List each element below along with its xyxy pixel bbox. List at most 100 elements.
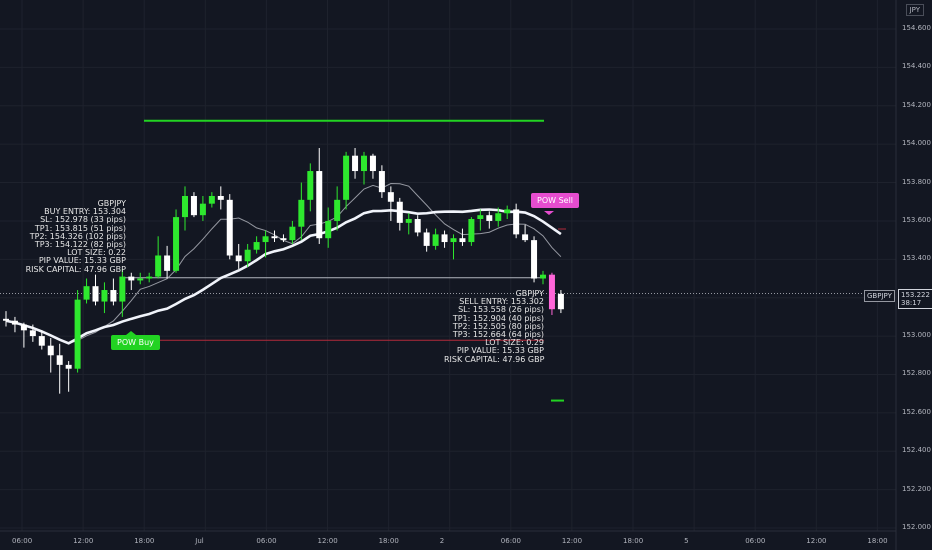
candle xyxy=(352,148,359,179)
candles xyxy=(3,148,564,394)
candle xyxy=(334,186,341,231)
candle-body xyxy=(155,255,162,277)
sell-info-line: TP2: 152.505 (80 pips) xyxy=(452,321,544,331)
buy-info-line: TP3: 154.122 (82 pips) xyxy=(34,240,126,250)
candle xyxy=(74,290,81,373)
candle xyxy=(316,148,323,244)
time-tick-label: 18:00 xyxy=(378,537,399,545)
time-tick-label: 18:00 xyxy=(623,537,644,545)
candle-body xyxy=(441,234,448,243)
time-tick-label: 18:00 xyxy=(134,537,155,545)
candle-body xyxy=(38,336,45,346)
candle-body xyxy=(199,203,206,216)
candle-body xyxy=(477,215,484,220)
candle-body xyxy=(513,209,520,235)
candle xyxy=(137,272,144,285)
candle xyxy=(47,338,54,373)
buy-info-line: TP2: 154.326 (102 pips) xyxy=(29,231,126,241)
candle xyxy=(298,182,305,241)
candle xyxy=(325,207,332,248)
candle-body xyxy=(137,278,144,281)
time-tick-label: 06:00 xyxy=(745,537,766,545)
candle xyxy=(307,163,314,212)
candle xyxy=(522,224,529,243)
price-tick-label: 152.200 xyxy=(902,484,931,493)
buy-info-line: TP1: 153.815 (51 pips) xyxy=(34,223,126,233)
last-price-value: 153.222 xyxy=(901,291,930,299)
candle-body xyxy=(101,290,108,302)
candle xyxy=(146,272,153,283)
candle xyxy=(173,209,180,273)
candle-body xyxy=(226,199,233,256)
candle-body xyxy=(298,199,305,227)
candle-body xyxy=(235,255,242,262)
candle xyxy=(477,209,484,231)
pow-buy-badge[interactable]: POW Buy xyxy=(111,335,160,350)
candle xyxy=(531,236,538,283)
level-lines xyxy=(0,119,896,402)
candle-body xyxy=(289,226,296,241)
candle xyxy=(226,194,233,260)
time-tick-label: Jul xyxy=(195,537,204,545)
candle xyxy=(253,236,260,254)
candle-body xyxy=(29,330,36,337)
buy-info-line: BUY ENTRY: 153.304 xyxy=(44,207,126,217)
candle-body xyxy=(253,242,260,250)
candle-body xyxy=(325,220,332,239)
candle xyxy=(38,330,45,350)
price-tick-label: 154.000 xyxy=(902,139,931,148)
buy-arrow-icon xyxy=(126,331,136,335)
candle xyxy=(387,186,394,221)
candle-body xyxy=(208,195,215,204)
candle-body xyxy=(262,236,269,243)
candle-body xyxy=(495,213,502,221)
candle xyxy=(56,343,63,394)
candle-body xyxy=(369,155,376,172)
price-tick-label: 152.000 xyxy=(902,523,931,531)
price-tick-label: 152.400 xyxy=(902,446,931,455)
candle-body xyxy=(450,238,457,243)
candle-body xyxy=(173,217,180,271)
candle-body xyxy=(352,155,359,172)
candle-body xyxy=(244,249,251,262)
candle xyxy=(110,278,117,306)
currency-button[interactable]: JPY xyxy=(905,4,924,16)
candle xyxy=(343,151,350,210)
slow-moving-average xyxy=(5,208,562,345)
candle xyxy=(432,228,439,250)
candle xyxy=(190,192,197,218)
candle-body xyxy=(468,219,475,243)
candle xyxy=(468,217,475,246)
buy-info-line: PIP VALUE: 15.33 GBP xyxy=(38,256,126,266)
candle xyxy=(199,195,206,221)
candle-body xyxy=(504,209,511,214)
symbol-tag: GBPJPY xyxy=(864,290,895,302)
candle xyxy=(540,270,546,285)
candle-body xyxy=(128,276,135,281)
pow-sell-badge[interactable]: POW Sell xyxy=(531,193,580,208)
candle-body xyxy=(164,255,171,271)
candle xyxy=(83,278,90,304)
candle xyxy=(235,243,242,269)
candle xyxy=(414,215,421,237)
candle xyxy=(405,213,412,235)
candle-body xyxy=(217,195,224,200)
candle-countdown: 38:17 xyxy=(901,299,922,307)
candle-body xyxy=(378,171,385,193)
sell-info-line: SELL ENTRY: 153.302 xyxy=(459,297,544,307)
candle xyxy=(369,153,376,179)
buy-info-line: LOT SIZE: 0.22 xyxy=(67,248,126,258)
candle xyxy=(378,165,385,198)
buy-info-line: RISK CAPITAL: 47.96 GBP xyxy=(25,264,126,274)
candle-body xyxy=(396,201,403,223)
candle-body xyxy=(307,171,314,200)
candle-body xyxy=(432,234,439,246)
candle-body xyxy=(548,274,555,310)
time-tick-label: 2 xyxy=(439,537,445,545)
candle xyxy=(101,282,108,314)
candle-body xyxy=(280,238,287,241)
time-tick-label: 06:00 xyxy=(256,537,277,545)
candle-body xyxy=(190,195,197,216)
time-tick-label: 06:00 xyxy=(12,537,33,545)
